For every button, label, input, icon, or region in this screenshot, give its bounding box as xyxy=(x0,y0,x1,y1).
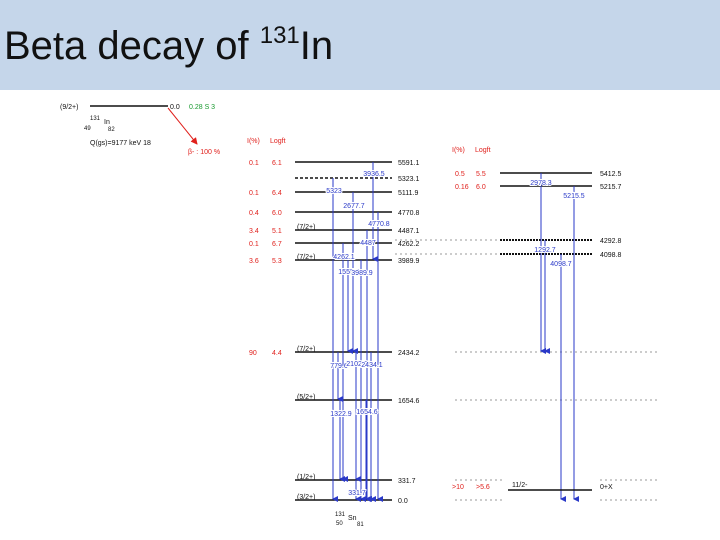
level-energy: 4098.8 xyxy=(600,252,622,259)
left-logft-header: Logft xyxy=(270,138,286,145)
level-spin: (7/2+) xyxy=(297,254,315,261)
level-logft: 5.1 xyxy=(272,228,282,235)
level-intensity: 0.16 xyxy=(455,184,469,191)
parent-element: In xyxy=(104,119,110,126)
gamma-energy-label: 4770.8 xyxy=(368,221,390,228)
level-energy: 0.0 xyxy=(398,498,408,505)
left-level-group: 5591.1 0.1 6.1 5323.1 5111.9 0.1 6.4 4770.8 0.4 6… xyxy=(249,160,660,505)
isomer-row: >10 >5.6 11/2- 0+X xyxy=(452,482,613,491)
left-intensity-header: I(%) xyxy=(247,138,260,145)
level-logft: 6.7 xyxy=(272,241,282,248)
level-spin: (1/2+) xyxy=(297,474,315,481)
gamma-energy-label: 4098.7 xyxy=(550,261,572,268)
gamma-energy-label: 2434.1 xyxy=(361,362,383,369)
left-gamma-group: 3936.5 5323 2677.7 4770.8 4487 4262.1 1555.639… xyxy=(325,162,391,502)
beta-branch: β- : 100 % xyxy=(188,149,220,156)
level-logft: 4.4 xyxy=(272,350,282,357)
parent-state: (9/2+) 0.0 0.28 S 3 131 In 49 82 Q(gs)=9… xyxy=(60,104,220,156)
level-intensity: 3.6 xyxy=(249,258,259,265)
daughter-element: Sn xyxy=(348,515,357,522)
level-energy: 5111.9 xyxy=(398,190,418,197)
level-spin: (3/2+) xyxy=(297,494,315,501)
level-energy: 5323.1 xyxy=(398,176,420,183)
level-intensity: 0.1 xyxy=(249,160,259,167)
gamma-energy-label: 5215.5 xyxy=(563,193,585,200)
level-intensity: 0.1 xyxy=(249,241,259,248)
slide-title: Beta decay of 131In xyxy=(4,22,334,69)
level-energy: 3989.9 xyxy=(398,258,420,265)
daughter-proton-number: 50 xyxy=(336,521,343,527)
gamma-energy-label: 3989.9 xyxy=(351,270,373,277)
title-mass-number: 131 xyxy=(259,22,300,49)
level-intensity: 90 xyxy=(249,350,257,357)
level-energy: 331.7 xyxy=(398,478,416,485)
level-logft: 5.3 xyxy=(272,258,282,265)
gamma-energy-label: 1292.7 xyxy=(534,247,556,254)
level-energy: 4770.8 xyxy=(398,210,420,217)
level-intensity: 0.4 xyxy=(249,210,259,217)
parent-mass-number: 131 xyxy=(90,116,101,122)
level-energy: 4292.8 xyxy=(600,238,622,245)
isomer-logft: >5.6 xyxy=(476,484,490,491)
right-gamma-group: 2978.3 5215.5 1292.7 4098.7 xyxy=(529,173,586,502)
daughter-nucleus: 131 Sn 50 81 xyxy=(335,512,364,528)
gamma-energy-label: 331.7 xyxy=(348,490,366,497)
isomer-energy: 0+X xyxy=(600,484,613,491)
title-element: In xyxy=(299,24,334,68)
right-level-group: 5412.5 0.5 5.5 5215.7 0.16 6.0 4292.8 4098.8 xyxy=(395,171,622,259)
gamma-energy-label: 3936.5 xyxy=(363,171,385,178)
level-energy: 4262.2 xyxy=(398,241,420,248)
isomer-intensity: >10 xyxy=(452,484,464,491)
right-logft-header: Logft xyxy=(475,147,491,154)
gamma-energy-label: 4262.1 xyxy=(333,254,355,261)
gamma-energy-label: 2677.7 xyxy=(343,203,365,210)
daughter-mass-number: 131 xyxy=(335,512,346,518)
level-spin: (7/2+) xyxy=(297,224,315,231)
gamma-energy-label: 779.6 xyxy=(330,363,348,370)
level-energy: 1654.6 xyxy=(398,398,420,405)
gamma-energy-label: 4487 xyxy=(360,240,376,247)
isomer-spin: 11/2- xyxy=(512,482,528,489)
parent-proton-number: 49 xyxy=(84,126,91,132)
gamma-energy-label: 1654.6 xyxy=(356,409,378,416)
level-spin: (5/2+) xyxy=(297,394,315,401)
gamma-energy-label: 1322.9 xyxy=(330,411,352,418)
q-value: Q(gs)=9177 keV 18 xyxy=(90,140,151,147)
level-energy: 2434.2 xyxy=(398,350,420,357)
level-intensity: 0.1 xyxy=(249,190,259,197)
level-logft: 6.0 xyxy=(476,184,486,191)
level-intensity: 0.5 xyxy=(455,171,465,178)
level-intensity: 3.4 xyxy=(249,228,259,235)
parent-neutron-number: 82 xyxy=(108,127,115,133)
level-logft: 6.4 xyxy=(272,190,282,197)
right-intensity-header: I(%) xyxy=(452,147,465,154)
level-logft: 5.5 xyxy=(476,171,486,178)
level-logft: 6.0 xyxy=(272,210,282,217)
gamma-energy-label: 5323 xyxy=(326,188,342,195)
daughter-neutron-number: 81 xyxy=(357,522,364,528)
level-logft: 6.1 xyxy=(272,160,282,167)
level-energy: 5215.7 xyxy=(600,184,622,191)
gamma-energy-label: 2102.2 xyxy=(346,361,368,368)
level-energy: 5412.5 xyxy=(600,171,622,178)
gamma-energy-label: 1555.6 xyxy=(338,269,360,276)
level-energy: 5591.1 xyxy=(398,160,420,167)
beta-decay-arrow xyxy=(167,107,198,145)
gamma-energy-label: 2978.3 xyxy=(530,180,552,187)
parent-energy: 0.0 xyxy=(170,104,180,111)
parent-halflife: 0.28 S 3 xyxy=(189,104,215,111)
parent-spin: (9/2+) xyxy=(60,104,78,111)
decay-scheme-diagram: (9/2+) 0.0 0.28 S 3 131 In 49 82 Q(gs)=9… xyxy=(60,104,660,528)
title-prefix: Beta decay of xyxy=(4,24,260,68)
level-spin: (7/2+) xyxy=(297,346,315,353)
level-energy: 4487.1 xyxy=(398,228,420,235)
title-bar: Beta decay of 131In xyxy=(0,0,720,90)
